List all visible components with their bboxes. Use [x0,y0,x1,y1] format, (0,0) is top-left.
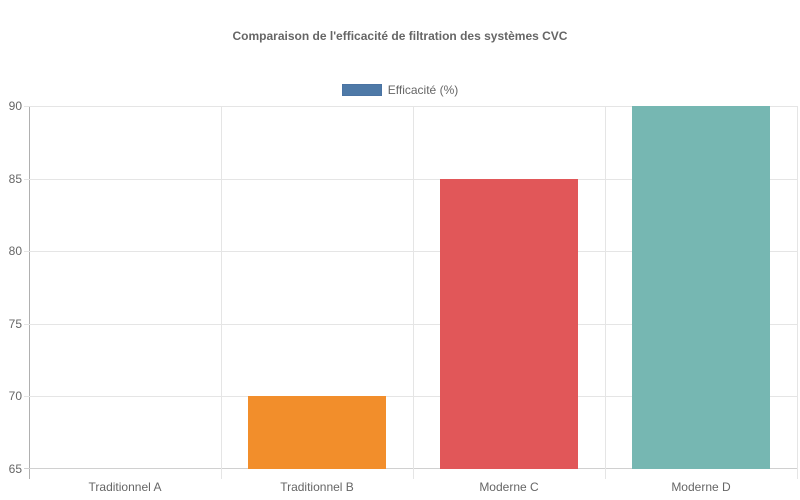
chart-title: Comparaison de l'efficacité de filtratio… [232,29,568,43]
bar-traditionnel-b[interactable] [248,396,386,469]
gridline-horizontal [24,251,797,253]
x-tick-label: Traditionnel B [280,480,354,494]
y-tick-label: 65 [8,462,22,476]
plot-area [24,106,798,479]
x-tick-label: Traditionnel A [88,480,162,494]
bar-moderne-c[interactable] [440,178,578,469]
y-tick-label: 80 [8,244,22,259]
legend-item-efficacite[interactable]: Efficacité (%) [341,83,459,97]
y-tick-label: 85 [8,171,22,186]
y-tick-label: 70 [8,389,22,404]
y-axis-line [29,106,30,479]
legend: Efficacité (%) [0,83,800,97]
x-tick-label: Moderne D [671,480,731,494]
gridline-vertical [413,106,414,479]
gridline-horizontal [24,178,797,180]
bar-moderne-d[interactable] [632,106,770,469]
legend-label: Efficacité (%) [387,83,459,97]
gridline-horizontal [24,106,797,107]
y-tick-label: 75 [8,316,22,331]
gridline-vertical [605,106,606,479]
x-tick-label: Moderne C [479,480,539,494]
gridline-vertical [221,106,222,479]
y-tick-label: 90 [8,99,22,113]
x-axis-line [24,468,797,469]
legend-swatch [341,84,382,96]
gridline-horizontal [24,323,797,325]
gridline-horizontal [24,396,797,398]
gridline-vertical [797,106,798,479]
